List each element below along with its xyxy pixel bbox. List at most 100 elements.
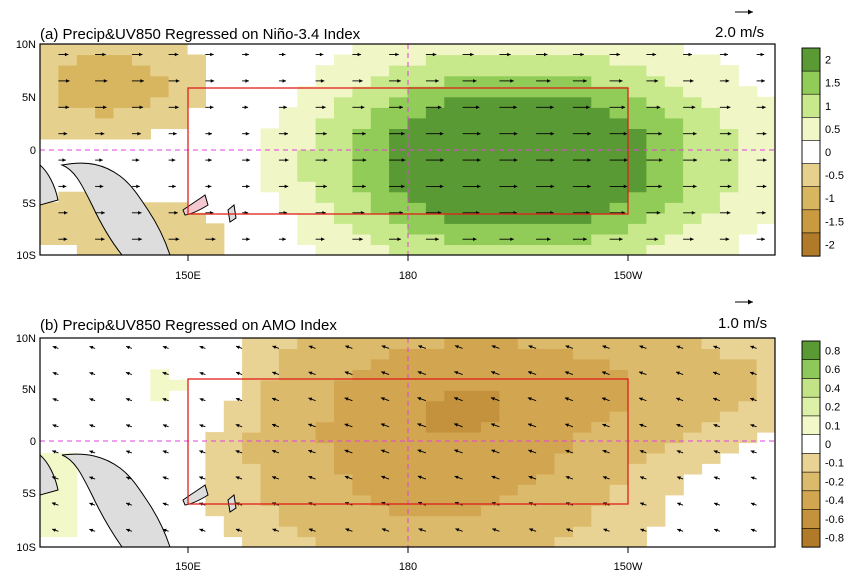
- heatmap-cell: [370, 117, 390, 129]
- heatmap-cell: [517, 484, 537, 496]
- heatmap-cell: [205, 452, 225, 464]
- heatmap-cell: [609, 348, 629, 360]
- heatmap-cell: [646, 202, 666, 214]
- wind-vector-head: [308, 345, 313, 349]
- heatmap-cell: [352, 369, 372, 381]
- heatmap-cell: [536, 138, 556, 151]
- wind-vector-head: [654, 237, 659, 241]
- heatmap-cell: [756, 421, 775, 433]
- wind-vector-head: [621, 105, 626, 110]
- wind-vector-head: [235, 450, 240, 454]
- heatmap-cell: [352, 379, 372, 391]
- heatmap-cell: [205, 473, 225, 485]
- wind-vector-head: [547, 237, 551, 241]
- heatmap-cell: [738, 400, 758, 412]
- heatmap-cell: [407, 44, 427, 56]
- wind-vector-head: [140, 79, 144, 83]
- wind-vector-head: [285, 158, 289, 162]
- heatmap-cell: [389, 379, 409, 391]
- wind-vector-head: [762, 184, 767, 189]
- heatmap-cell: [554, 44, 574, 56]
- heatmap-cell: [40, 526, 59, 538]
- heatmap-cell: [517, 452, 537, 464]
- heatmap-cell: [334, 411, 353, 423]
- heatmap-cell: [297, 505, 317, 517]
- wind-vector-head: [491, 475, 496, 480]
- heatmap-cell: [150, 223, 170, 235]
- wind-vector-head: [136, 184, 140, 189]
- heatmap-cell: [609, 463, 629, 475]
- heatmap-cell: [517, 223, 537, 235]
- heatmap-cell: [352, 107, 372, 119]
- wind-vector-head: [344, 449, 349, 453]
- heatmap-cell: [664, 149, 684, 161]
- heatmap-cell: [370, 138, 390, 151]
- heatmap-cell: [352, 494, 372, 506]
- heatmap-cell: [297, 149, 317, 161]
- heatmap-cell: [278, 117, 298, 129]
- heatmap-cell: [76, 117, 96, 129]
- heatmap-cell: [554, 411, 574, 423]
- heatmap-cell: [352, 149, 372, 161]
- heatmap-cell: [407, 170, 427, 182]
- heatmap-cell: [370, 44, 390, 56]
- heatmap-cell: [58, 463, 78, 475]
- heatmap-cell: [462, 432, 482, 444]
- heatmap-cell: [58, 223, 78, 235]
- wind-vector-head: [344, 423, 349, 427]
- wind-vector-head: [639, 371, 643, 375]
- heatmap-cell: [609, 526, 629, 538]
- heatmap-cell: [572, 338, 592, 349]
- wind-vector-head: [417, 475, 422, 479]
- heatmap-cell: [738, 160, 758, 172]
- wind-vector-head: [322, 105, 326, 110]
- heatmap-cell: [242, 463, 262, 475]
- heatmap-cell: [425, 484, 445, 496]
- heatmap-cell: [407, 390, 427, 402]
- heatmap-cell: [444, 484, 464, 496]
- wind-vector-head: [89, 502, 94, 506]
- heatmap-cell: [370, 160, 390, 172]
- heatmap-cell: [719, 149, 739, 161]
- heatmap-cell: [536, 117, 556, 129]
- heatmap-cell: [628, 160, 647, 172]
- heatmap-cell: [297, 358, 317, 370]
- heatmap-cell: [536, 452, 556, 464]
- heatmap-cell: [628, 117, 647, 129]
- heatmap-cell: [370, 348, 390, 360]
- wind-vector-head: [162, 424, 167, 428]
- heatmap-cell: [738, 181, 758, 193]
- wind-vector-head: [125, 398, 130, 402]
- heatmap-cell: [334, 181, 353, 193]
- heatmap-cell: [572, 473, 592, 485]
- heatmap-cell: [683, 96, 703, 108]
- heatmap-cell: [646, 494, 666, 506]
- heatmap-cell: [297, 202, 317, 214]
- heatmap-cell: [719, 244, 739, 255]
- wind-vector-head: [507, 52, 511, 57]
- heatmap-cell: [683, 54, 703, 66]
- heatmap-cell: [646, 170, 666, 182]
- colorbar-swatch: [801, 396, 821, 417]
- colorbar-label: -0.5: [825, 170, 844, 182]
- heatmap-cell: [738, 191, 758, 203]
- heatmap-cell: [334, 212, 353, 224]
- heatmap-cell: [278, 348, 298, 360]
- heatmap-cell: [481, 86, 500, 98]
- heatmap-cell: [646, 44, 666, 56]
- panel-a-xtick-180: 180: [399, 270, 417, 282]
- heatmap-cell: [425, 160, 445, 172]
- heatmap-cell: [260, 348, 280, 360]
- heatmap-cell: [664, 369, 684, 381]
- heatmap-cell: [591, 515, 611, 527]
- heatmap-cell: [628, 400, 647, 412]
- heatmap-cell: [95, 65, 115, 77]
- heatmap-cell: [260, 149, 280, 161]
- heatmap-cell: [701, 358, 721, 370]
- heatmap-cell: [719, 411, 739, 423]
- heatmap-cell: [719, 191, 739, 203]
- heatmap-cell: [591, 484, 611, 496]
- heatmap-cell: [187, 54, 206, 66]
- heatmap-cell: [664, 181, 684, 193]
- wind-vector-head: [510, 79, 514, 83]
